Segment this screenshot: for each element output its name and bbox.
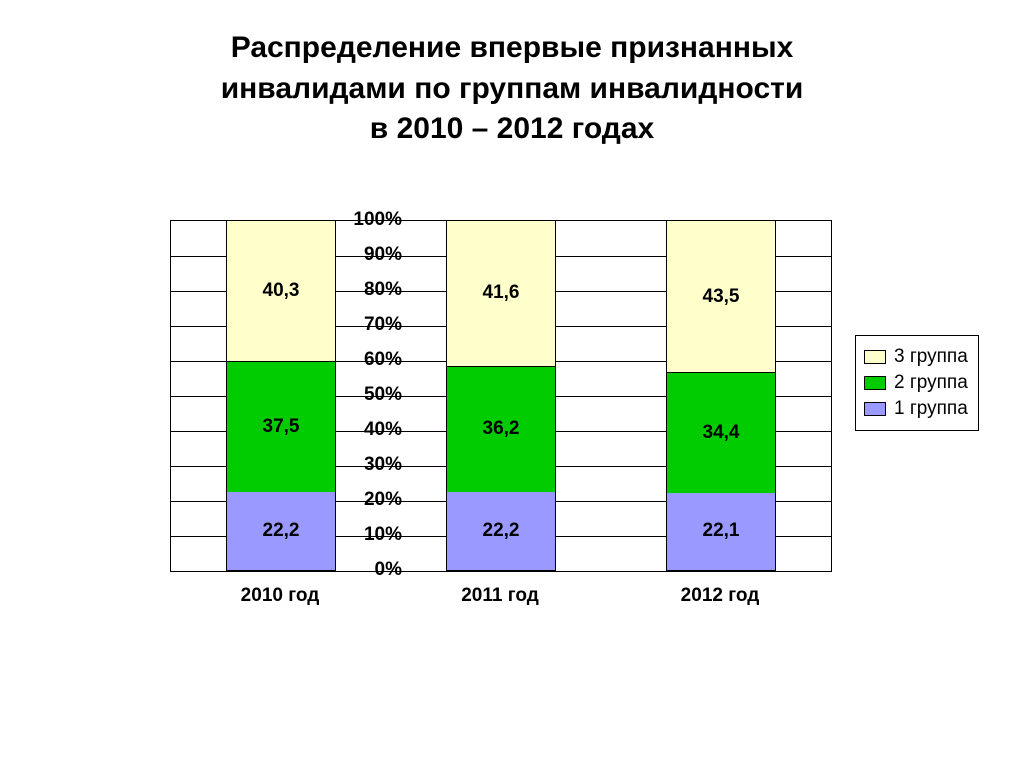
data-label: 36,2	[483, 418, 520, 440]
legend-item: 3 группа	[864, 346, 968, 368]
stacked-bar: 22,1 34,4 43,5	[666, 221, 776, 571]
chart-title: Распределение впервые признанных инвалида…	[0, 28, 1024, 150]
legend-swatch	[864, 350, 886, 364]
chart-area: 22,237,540,322,236,241,622,134,443,5 3 г…	[80, 210, 980, 690]
y-tick-label: 90%	[152, 244, 402, 266]
bar-segment: 43,5	[667, 220, 775, 372]
y-tick-label: 70%	[152, 314, 402, 336]
x-tick-label: 2012 год	[681, 585, 760, 607]
legend-item: 1 группа	[864, 398, 968, 420]
chart-title-line: Распределение впервые признанных	[231, 31, 794, 64]
bar-segment: 41,6	[447, 220, 555, 366]
legend-swatch	[864, 402, 886, 416]
y-tick-label: 20%	[152, 489, 402, 511]
y-tick-label: 50%	[152, 384, 402, 406]
data-label: 34,4	[703, 422, 740, 444]
data-label: 22,1	[703, 520, 740, 542]
y-tick-label: 0%	[152, 559, 402, 581]
y-tick-label: 40%	[152, 419, 402, 441]
data-label: 41,6	[483, 282, 520, 304]
legend-label: 3 группа	[894, 346, 968, 368]
legend-swatch	[864, 376, 886, 390]
data-label: 22,2	[483, 520, 520, 542]
chart-title-line: в 2010 – 2012 годах	[370, 112, 654, 145]
bar-segment: 36,2	[447, 366, 555, 493]
y-tick-label: 30%	[152, 454, 402, 476]
y-tick-label: 100%	[152, 209, 402, 231]
bar-segment: 22,1	[667, 493, 775, 570]
y-tick-label: 80%	[152, 279, 402, 301]
y-tick-label: 10%	[152, 524, 402, 546]
x-tick-label: 2010 год	[241, 585, 320, 607]
legend-item: 2 группа	[864, 372, 968, 394]
chart-title-line: инвалидами по группам инвалидности	[221, 72, 804, 105]
bar-segment: 34,4	[667, 372, 775, 492]
x-tick-label: 2011 год	[461, 585, 539, 607]
y-tick-label: 60%	[152, 349, 402, 371]
legend-label: 1 группа	[894, 398, 968, 420]
data-label: 43,5	[703, 286, 740, 308]
legend: 3 группа 2 группа 1 группа	[855, 335, 979, 431]
legend-label: 2 группа	[894, 372, 968, 394]
bar-segment: 22,2	[447, 492, 555, 570]
stacked-bar: 22,2 36,2 41,6	[446, 221, 556, 571]
